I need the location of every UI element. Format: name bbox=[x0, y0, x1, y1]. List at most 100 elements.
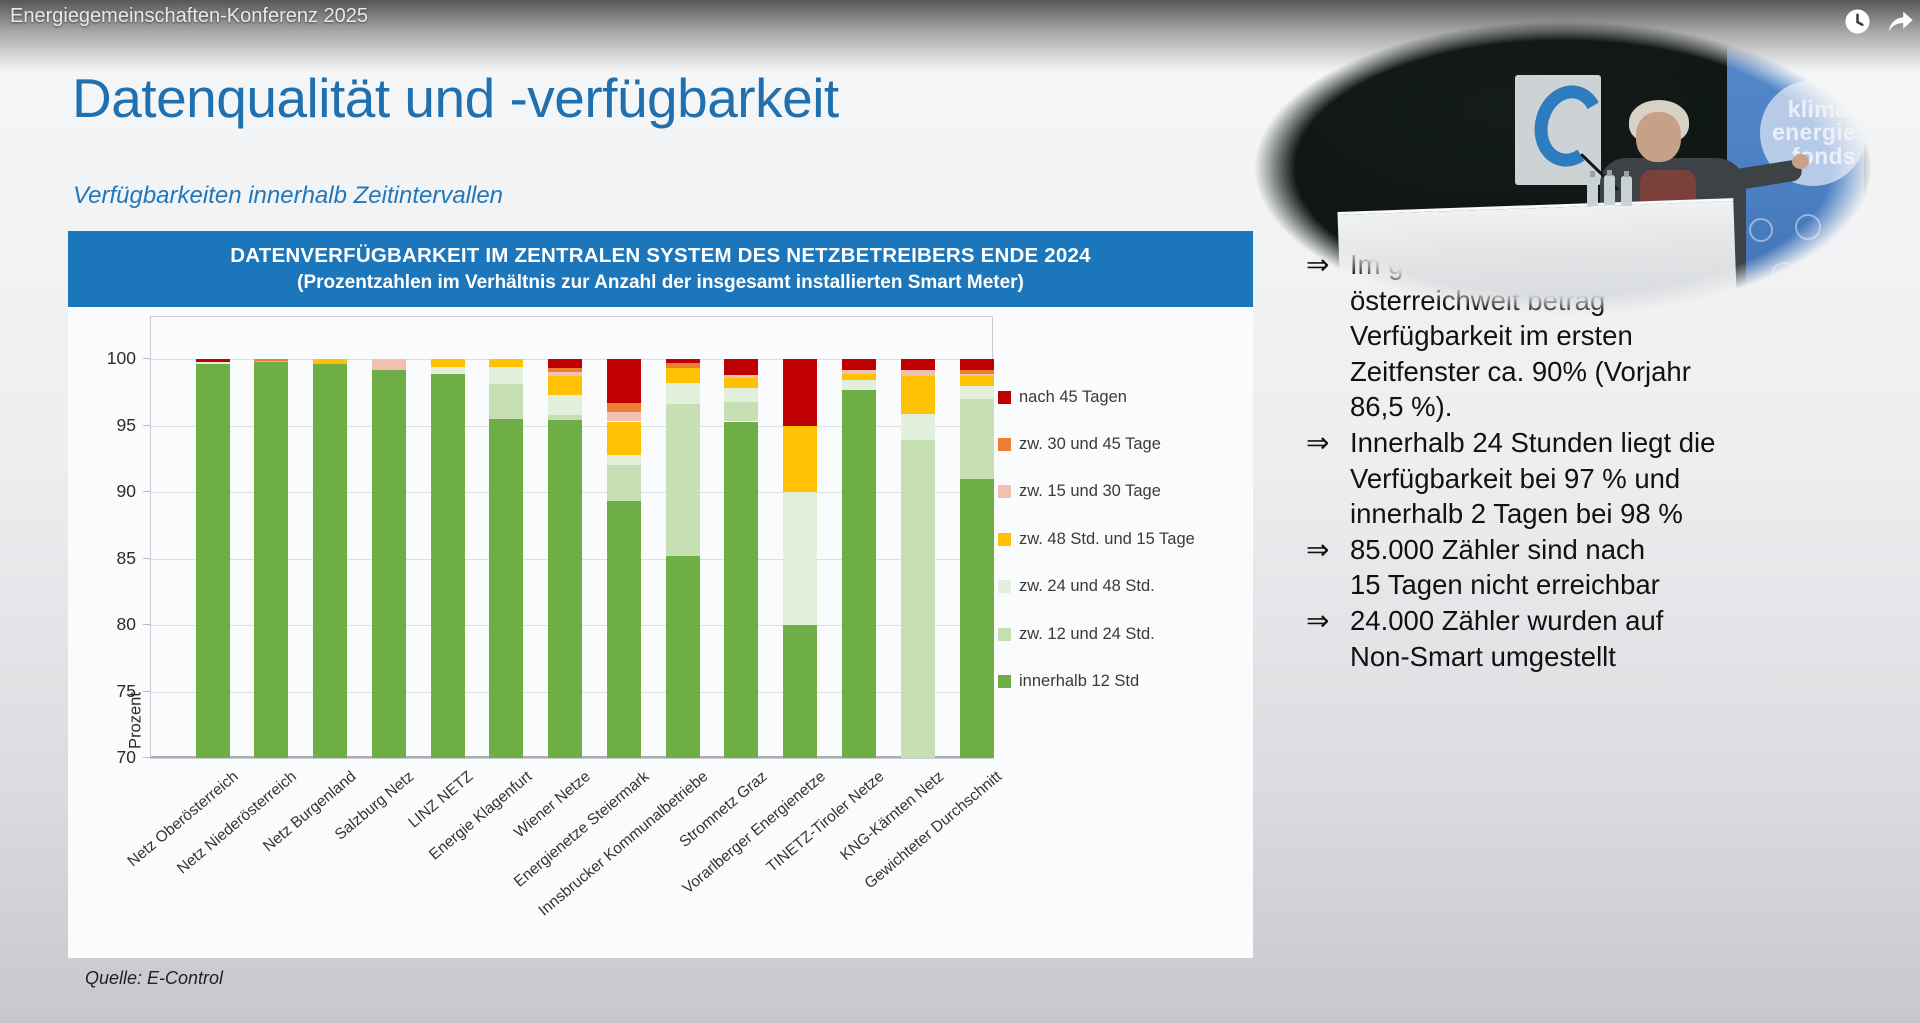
bar-segment bbox=[548, 414, 583, 421]
y-tick-mark bbox=[143, 491, 150, 492]
y-tick-mark bbox=[143, 358, 150, 359]
water-bottle bbox=[1587, 171, 1598, 206]
y-tick-label: 95 bbox=[116, 414, 136, 435]
lectern bbox=[1337, 198, 1739, 318]
bullet-line: Non-Smart umgestellt bbox=[1350, 640, 1616, 672]
bar-segment bbox=[959, 376, 994, 386]
bar-segment bbox=[724, 359, 759, 375]
legend-label: zw. 48 Std. und 15 Tage bbox=[1019, 529, 1195, 548]
legend-swatch bbox=[998, 390, 1011, 404]
bar-segment bbox=[665, 382, 700, 405]
bar-segment bbox=[606, 454, 641, 466]
bar-segment bbox=[548, 394, 583, 415]
bar-segment bbox=[724, 377, 759, 389]
banner-pictogram-icon bbox=[1797, 304, 1817, 318]
double-arrow-icon: ⇒ bbox=[1306, 533, 1330, 565]
slide-title: Datenqualität und -verfügbarkeit bbox=[72, 67, 839, 129]
bar-segment bbox=[900, 413, 935, 441]
legend-swatch bbox=[998, 674, 1011, 688]
logo-line2: energie bbox=[1772, 119, 1856, 146]
bar-segment bbox=[724, 388, 759, 402]
player-icons bbox=[1844, 8, 1914, 35]
bar-segment bbox=[959, 385, 994, 399]
banner-pictogram-icon bbox=[1795, 214, 1821, 240]
bar-segment bbox=[959, 478, 994, 758]
legend-label: innerhalb 12 Std bbox=[1019, 671, 1140, 690]
banner-pictogram-icon bbox=[1839, 220, 1861, 242]
bar-segment bbox=[783, 359, 818, 426]
bar-segment bbox=[606, 402, 641, 413]
bar-segment bbox=[665, 359, 700, 363]
logo-line1: klima- bbox=[1787, 95, 1856, 122]
share-arrow-icon[interactable] bbox=[1887, 8, 1914, 35]
bar-segment bbox=[841, 373, 876, 380]
bullet-line: Verfügbarkeit im ersten bbox=[1350, 320, 1633, 352]
bar-segment bbox=[665, 368, 700, 383]
bar-segment bbox=[724, 421, 759, 758]
legend-item: innerhalb 12 Std bbox=[998, 671, 1139, 691]
bullet-line: Zeitfenster ca. 90% (Vorjahr bbox=[1350, 355, 1691, 387]
bar-segment bbox=[489, 366, 524, 385]
water-bottle bbox=[1621, 171, 1632, 206]
banner-pictogram-icon bbox=[1771, 262, 1797, 288]
bar-segment bbox=[195, 359, 230, 363]
bullet-line: 24.000 Zähler wurden auf bbox=[1350, 604, 1664, 636]
bar-segment bbox=[900, 440, 935, 758]
bullet: ⇒ 24.000 Zähler wurden auf Non-Smart umges… bbox=[1306, 603, 1906, 674]
bar-segment bbox=[959, 369, 994, 374]
bullet-line: innerhalb 2 Tagen bei 98 % bbox=[1350, 498, 1683, 530]
bar-segment bbox=[371, 369, 406, 758]
water-bottle bbox=[1604, 170, 1615, 205]
bar-segment bbox=[900, 376, 935, 414]
legend-item: zw. 15 und 30 Tage bbox=[998, 482, 1161, 502]
bar-segment bbox=[841, 389, 876, 758]
plot-area: Netz Oberösterreich Netz Niederösterreich… bbox=[124, 316, 1005, 919]
bar-segment bbox=[548, 376, 583, 395]
bar-segment bbox=[254, 359, 289, 361]
legend-item: zw. 48 Std. und 15 Tage bbox=[998, 529, 1195, 549]
speaker-face bbox=[1636, 112, 1681, 162]
bar-segment bbox=[783, 492, 818, 625]
legend-swatch bbox=[998, 485, 1011, 499]
bar-segment bbox=[430, 359, 465, 367]
bar-segment bbox=[959, 359, 994, 370]
bullet: ⇒ Innerhalb 24 Stunden liegt die Verfügbar… bbox=[1306, 425, 1906, 532]
bar-segment bbox=[841, 379, 876, 390]
bar-segment bbox=[665, 404, 700, 556]
y-tick-label: 90 bbox=[116, 481, 136, 501]
legend-label: zw. 24 und 48 Std. bbox=[1019, 577, 1155, 596]
bar-segment bbox=[313, 363, 348, 758]
y-tick-label: 75 bbox=[116, 680, 136, 701]
blue-logo-arc bbox=[1526, 77, 1612, 175]
legend-item: nach 45 Tagen bbox=[998, 387, 1127, 407]
bar-segment bbox=[430, 366, 465, 374]
slide-subtitle: Verfügbarkeiten innerhalb Zeitintervalle… bbox=[73, 182, 504, 209]
bar-segment bbox=[430, 373, 465, 758]
y-tick-label: 100 bbox=[106, 348, 136, 368]
bar-segment bbox=[606, 421, 641, 455]
bar-segment bbox=[783, 625, 818, 758]
legend-swatch bbox=[998, 580, 1011, 594]
bar-segment bbox=[489, 384, 524, 419]
legend-label: zw. 15 und 30 Tage bbox=[1019, 482, 1161, 501]
bar-segment bbox=[606, 359, 641, 403]
bar-segment bbox=[195, 362, 230, 365]
legend-item: zw. 24 und 48 Std. bbox=[998, 577, 1155, 597]
watch-later-clock-icon[interactable] bbox=[1844, 8, 1871, 35]
y-tick-label: 70 bbox=[116, 747, 136, 767]
y-tick-mark bbox=[143, 690, 150, 692]
webcam-overlay: klima- energie fonds bbox=[1248, 18, 1878, 318]
bar-segment bbox=[665, 362, 700, 369]
bar-segment bbox=[841, 359, 876, 370]
bar-segment bbox=[606, 412, 641, 422]
bullet: ⇒ 85.000 Zähler sind nach 15 Tagen nicht e… bbox=[1306, 532, 1906, 603]
bar-segment bbox=[548, 368, 583, 373]
legend-item: zw. 12 und 24 Std. bbox=[998, 624, 1155, 644]
legend-label: nach 45 Tagen bbox=[1019, 387, 1127, 406]
chart-title-line1: DATENVERFÜGBARKEIT IM ZENTRALEN SYSTEM D… bbox=[230, 244, 1091, 267]
legend-swatch bbox=[998, 437, 1011, 451]
y-tick-label: 80 bbox=[116, 614, 136, 634]
bar-segment bbox=[548, 372, 583, 377]
availability-chart: DATENVERFÜGBARKEIT IM ZENTRALEN SYSTEM D… bbox=[68, 231, 1253, 958]
bar-segment bbox=[724, 401, 759, 422]
